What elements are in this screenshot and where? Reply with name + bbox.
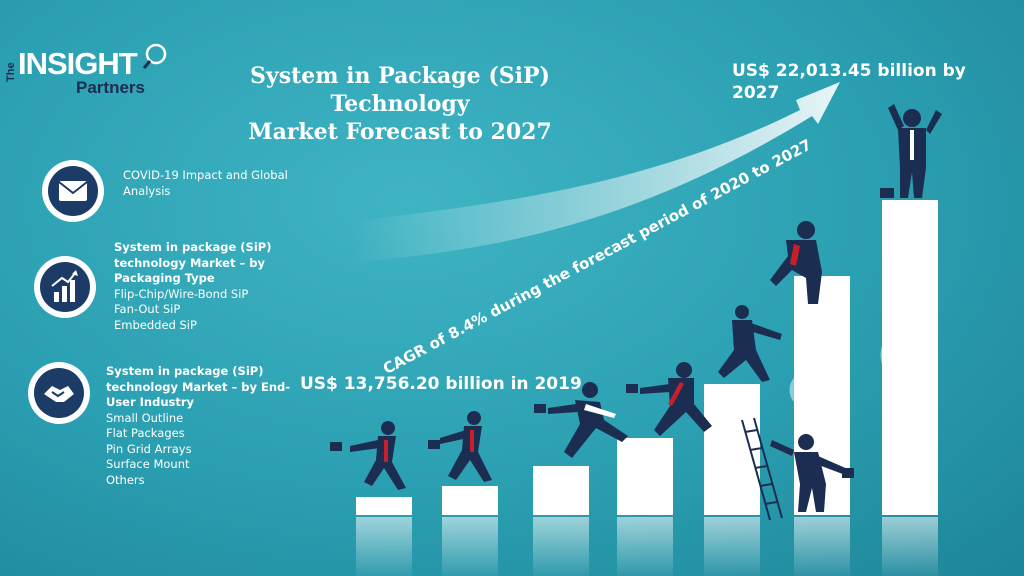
figure-3 bbox=[534, 382, 628, 458]
start-value-label: US$ 13,756.20 billion in 2019 bbox=[300, 374, 582, 394]
figure-5 bbox=[718, 305, 782, 382]
envelope-icon bbox=[58, 181, 88, 201]
logo-insight: INSIGHT bbox=[18, 46, 138, 81]
logo-partners: Partners bbox=[76, 78, 145, 97]
end-user-item-others: Others bbox=[106, 472, 145, 487]
figure-2 bbox=[428, 411, 492, 482]
ladder bbox=[741, 417, 783, 521]
panel-covid: COVID-19 Impact and Global Analysis bbox=[123, 168, 288, 199]
figure-8 bbox=[770, 434, 854, 512]
panel-packaging-heading-2: technology Market – by bbox=[114, 255, 265, 270]
packaging-bubble bbox=[34, 256, 96, 318]
end-value-line-1: US$ 22,013.45 billion by bbox=[732, 61, 966, 81]
page-title: System in Package (SiP) Technology Marke… bbox=[180, 62, 620, 146]
growth-chart-icon bbox=[51, 270, 78, 302]
title-line-2: Market Forecast to 2027 bbox=[248, 119, 552, 145]
bar-step-3 bbox=[533, 466, 589, 515]
title-line-1: System in Package (SiP) Technology bbox=[250, 63, 550, 117]
covid-bubble bbox=[42, 160, 104, 222]
bar-reflections bbox=[356, 517, 938, 576]
insight-partners-logo: The INSIGHT Partners bbox=[2, 42, 172, 102]
magnifier-icon bbox=[142, 43, 167, 69]
panel-packaging-heading-3: Packaging Type bbox=[114, 271, 215, 285]
business-figures bbox=[330, 104, 942, 512]
panel-packaging-heading-1: System in package (SiP) bbox=[114, 240, 272, 254]
growth-arrow bbox=[350, 82, 840, 262]
panel-covid-line-2: Analysis bbox=[123, 183, 171, 198]
end-user-item-small-outline: Small Outline bbox=[106, 410, 184, 425]
end-user-bubble bbox=[28, 362, 90, 424]
panel-end-user-heading-2: technology Market – by End- bbox=[106, 379, 291, 394]
end-value-line-2: 2027 bbox=[732, 83, 780, 103]
figure-6 bbox=[770, 221, 822, 304]
end-user-item-surface-mount: Surface Mount bbox=[106, 457, 190, 471]
panel-end-user: System in package (SiP) technology Marke… bbox=[106, 364, 290, 488]
panel-end-user-heading-1: System in package (SiP) bbox=[106, 364, 264, 378]
figure-4 bbox=[626, 362, 712, 436]
packaging-item-fan-out: Fan-Out SiP bbox=[114, 302, 181, 316]
end-user-item-pin-grid-arrays: Pin Grid Arrays bbox=[106, 441, 192, 456]
handshake-icon bbox=[44, 386, 74, 402]
end-user-item-flat-packages: Flat Packages bbox=[106, 426, 185, 440]
packaging-item-flip-chip: Flip-Chip/Wire-Bond SiP bbox=[114, 286, 249, 301]
bar-step-1 bbox=[356, 497, 412, 515]
panel-end-user-heading-3: User Industry bbox=[106, 395, 195, 409]
figure-1 bbox=[330, 421, 406, 490]
end-value-label: US$ 22,013.45 billion by 2027 bbox=[732, 60, 982, 104]
panel-covid-line-1: COVID-19 Impact and Global bbox=[123, 168, 288, 182]
panel-packaging: System in package (SiP) technology Marke… bbox=[114, 240, 271, 333]
bar-step-4 bbox=[617, 438, 673, 515]
figure-7 bbox=[880, 104, 942, 198]
bar-step-7 bbox=[882, 200, 938, 515]
bar-step-2 bbox=[442, 486, 498, 515]
packaging-item-embedded: Embedded SiP bbox=[114, 317, 197, 332]
